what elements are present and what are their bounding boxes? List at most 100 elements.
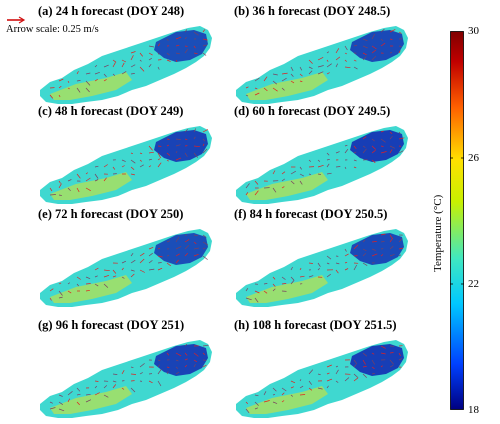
- velocity-arrow: [184, 253, 188, 257]
- velocity-arrow: [353, 151, 357, 154]
- arrow-scale-label: Arrow scale: 0.25 m/s: [6, 24, 99, 35]
- velocity-arrow: [371, 138, 375, 142]
- warm-water-region: [246, 172, 328, 200]
- velocity-arrow: [299, 379, 302, 382]
- velocity-arrow: [112, 73, 116, 76]
- velocity-arrow: [139, 66, 145, 72]
- velocity-arrow: [344, 52, 348, 55]
- velocity-arrow: [121, 62, 125, 68]
- velocity-arrow: [148, 268, 155, 271]
- warm-water-region: [50, 72, 132, 100]
- velocity-arrow: [94, 283, 99, 287]
- velocity-arrow: [389, 29, 396, 33]
- velocity-arrow: [193, 352, 199, 357]
- velocity-arrow: [94, 173, 99, 179]
- panel-title-a: (a) 24 h forecast (DOY 248): [38, 4, 185, 18]
- velocity-arrow: [184, 244, 190, 250]
- velocity-arrow: [67, 398, 71, 403]
- velocity-arrow: [362, 262, 368, 266]
- velocity-arrow: [58, 183, 62, 189]
- panel-title-c: (c) 48 h forecast (DOY 249): [38, 104, 184, 118]
- velocity-arrow: [193, 152, 198, 158]
- velocity-arrow: [202, 143, 205, 147]
- velocity-arrow: [371, 33, 376, 40]
- velocity-arrow: [317, 262, 321, 267]
- velocity-arrow: [67, 391, 73, 396]
- velocity-arrow: [353, 364, 357, 368]
- velocity-arrow: [58, 85, 62, 89]
- velocity-arrow: [193, 136, 196, 140]
- velocity-arrow: [175, 52, 180, 55]
- velocity-arrow: [371, 359, 375, 365]
- velocity-arrow: [344, 248, 347, 252]
- velocity-arrow: [130, 373, 137, 375]
- velocity-arrow: [263, 87, 268, 92]
- velocity-arrow: [184, 37, 187, 40]
- velocity-arrow: [76, 393, 81, 396]
- panel-title-e: (e) 72 h forecast (DOY 250): [38, 207, 184, 221]
- velocity-arrow: [290, 380, 296, 384]
- velocity-arrow: [85, 177, 91, 182]
- velocity-arrow: [398, 131, 401, 135]
- velocity-arrow: [85, 72, 91, 75]
- velocity-arrow: [148, 145, 153, 151]
- cold-water-region: [154, 30, 208, 62]
- velocity-arrow: [130, 166, 135, 170]
- lake-map-g: [40, 340, 212, 418]
- velocity-arrow: [139, 252, 145, 257]
- velocity-arrow: [157, 52, 160, 55]
- velocity-arrow: [121, 59, 127, 63]
- velocity-arrow: [58, 290, 63, 296]
- velocity-arrow: [85, 276, 91, 280]
- velocity-arrow: [85, 87, 90, 93]
- velocity-arrow: [157, 262, 162, 264]
- velocity-arrow: [175, 359, 179, 362]
- lake-map-e: [40, 229, 212, 307]
- velocity-arrow: [85, 187, 91, 192]
- velocity-arrow: [148, 45, 155, 48]
- velocity-arrow: [94, 179, 99, 182]
- velocity-arrow: [67, 290, 72, 294]
- velocity-arrow: [112, 166, 116, 170]
- velocity-arrow: [184, 48, 189, 54]
- velocity-arrow: [202, 364, 207, 368]
- velocity-arrow: [371, 150, 376, 154]
- velocity-arrow: [121, 165, 125, 168]
- velocity-arrow: [130, 64, 136, 68]
- velocity-arrow: [308, 369, 314, 375]
- warm-water-region: [246, 386, 328, 414]
- velocity-arrow: [299, 66, 303, 71]
- velocity-arrow: [148, 151, 154, 154]
- velocity-arrow: [308, 159, 312, 162]
- velocity-arrow: [326, 255, 332, 260]
- velocity-arrow: [398, 247, 403, 250]
- velocity-arrow: [130, 273, 135, 278]
- velocity-arrow: [130, 173, 135, 176]
- velocity-arrow: [94, 392, 100, 396]
- velocity-arrow: [353, 359, 358, 365]
- lake-map-h: [236, 340, 408, 418]
- velocity-arrow: [353, 166, 357, 169]
- velocity-arrow: [130, 366, 134, 369]
- velocity-arrow: [193, 145, 200, 148]
- velocity-arrow: [193, 253, 199, 257]
- velocity-arrow: [353, 159, 357, 162]
- velocity-arrow: [103, 64, 109, 68]
- velocity-arrow: [326, 378, 333, 382]
- velocity-arrow: [254, 180, 259, 185]
- velocity-arrow: [67, 80, 70, 83]
- velocity-arrow: [157, 43, 161, 47]
- velocity-arrow: [299, 80, 303, 82]
- panel-title-h: (h) 108 h forecast (DOY 251.5): [234, 318, 397, 332]
- velocity-arrow: [344, 166, 347, 169]
- cold-water-region: [154, 344, 208, 376]
- velocity-arrow: [353, 59, 357, 62]
- velocity-arrow: [175, 138, 181, 140]
- velocity-arrow: [58, 401, 64, 405]
- velocity-arrow: [166, 138, 170, 140]
- velocity-arrow: [112, 269, 117, 274]
- velocity-arrow: [335, 63, 339, 68]
- velocity-arrow: [58, 296, 63, 299]
- velocity-arrow: [139, 52, 143, 57]
- velocity-arrow: [76, 71, 79, 75]
